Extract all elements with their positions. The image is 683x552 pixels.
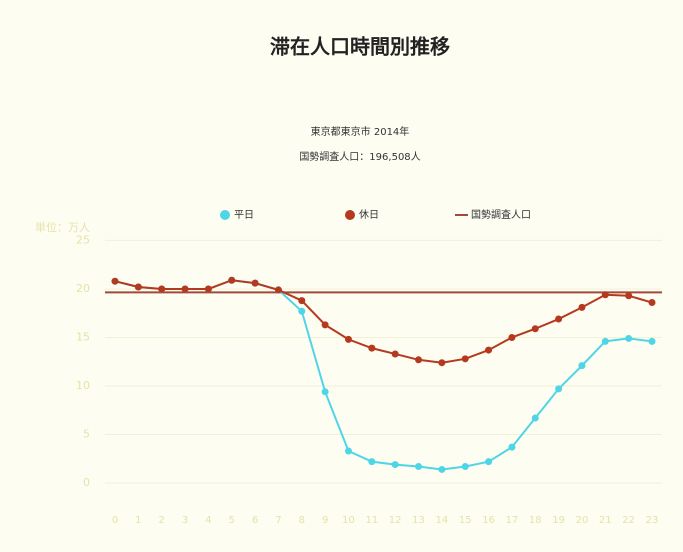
subtitle: 国勢調査人口：196,508人: [299, 150, 420, 163]
legend-marker: [345, 210, 355, 220]
x-tick-label: 23: [646, 515, 659, 526]
data-point: [531, 414, 539, 422]
data-point: [601, 291, 609, 299]
x-tick-label: 11: [365, 515, 378, 526]
x-tick-label: 1: [135, 515, 141, 526]
legend-label: 国勢調査人口: [471, 208, 531, 221]
data-point: [321, 388, 329, 396]
data-point: [298, 297, 306, 305]
data-point: [461, 355, 469, 363]
data-point: [578, 362, 586, 370]
data-point: [391, 461, 399, 469]
data-point: [555, 315, 563, 323]
data-point: [204, 285, 212, 293]
data-point: [648, 299, 656, 307]
legend-label: 平日: [234, 210, 254, 221]
legend-label: 休日: [359, 209, 379, 221]
x-tick-label: 4: [205, 515, 211, 526]
x-tick-label: 2: [159, 515, 165, 526]
data-point: [391, 350, 399, 358]
data-point: [368, 458, 376, 466]
y-axis-label: 単位：万人: [35, 220, 90, 234]
x-tick-label: 10: [342, 515, 355, 526]
data-point: [555, 385, 563, 393]
x-tick-label: 0: [112, 515, 118, 526]
series-line: [114, 279, 653, 364]
data-point: [321, 321, 329, 329]
y-tick-label: 5: [83, 428, 90, 441]
x-tick-label: 6: [252, 515, 258, 526]
data-point: [648, 337, 656, 345]
y-tick-label: 15: [76, 330, 90, 343]
data-point: [158, 285, 166, 293]
y-tick-label: 20: [76, 282, 90, 295]
x-tick-label: 18: [529, 515, 542, 526]
data-point: [438, 465, 446, 473]
data-point: [625, 292, 633, 300]
data-point: [251, 279, 259, 287]
y-tick-label: 10: [76, 379, 90, 392]
data-point: [298, 307, 306, 315]
y-tick-label: 25: [76, 233, 90, 246]
x-tick-label: 7: [275, 515, 281, 526]
data-point: [578, 303, 586, 311]
x-tick-label: 15: [459, 515, 472, 526]
data-point: [625, 334, 633, 342]
data-point: [508, 443, 516, 451]
x-tick-label: 5: [229, 515, 235, 526]
x-tick-label: 12: [389, 515, 402, 526]
data-point: [438, 359, 446, 367]
x-tick-label: 9: [322, 515, 328, 526]
x-tick-label: 13: [412, 515, 425, 526]
data-point: [485, 346, 493, 354]
data-point: [415, 356, 423, 364]
data-point: [485, 458, 493, 466]
data-point: [461, 463, 469, 471]
x-tick-label: 20: [576, 515, 589, 526]
x-tick-label: 8: [299, 515, 305, 526]
x-tick-label: 17: [506, 515, 519, 526]
x-tick-label: 3: [182, 515, 188, 526]
data-point: [344, 335, 352, 343]
data-point: [228, 276, 236, 284]
data-point: [181, 285, 189, 293]
x-tick-label: 21: [599, 515, 612, 526]
x-tick-label: 19: [552, 515, 565, 526]
data-point: [274, 286, 282, 294]
data-point: [111, 277, 119, 285]
x-tick-label: 22: [622, 515, 635, 526]
data-point: [344, 447, 352, 455]
chart-title: 滞在人口時間別推移: [270, 35, 450, 59]
y-tick-label: 0: [83, 476, 90, 489]
data-point: [134, 283, 142, 291]
x-tick-label: 16: [482, 515, 495, 526]
data-point: [415, 463, 423, 471]
subtitle: 東京都東京市 2014年: [311, 125, 410, 138]
data-point: [531, 325, 539, 333]
data-point: [601, 337, 609, 345]
data-point: [368, 344, 376, 352]
x-tick-label: 14: [436, 515, 449, 526]
legend-marker: [220, 210, 230, 220]
data-point: [508, 333, 516, 341]
